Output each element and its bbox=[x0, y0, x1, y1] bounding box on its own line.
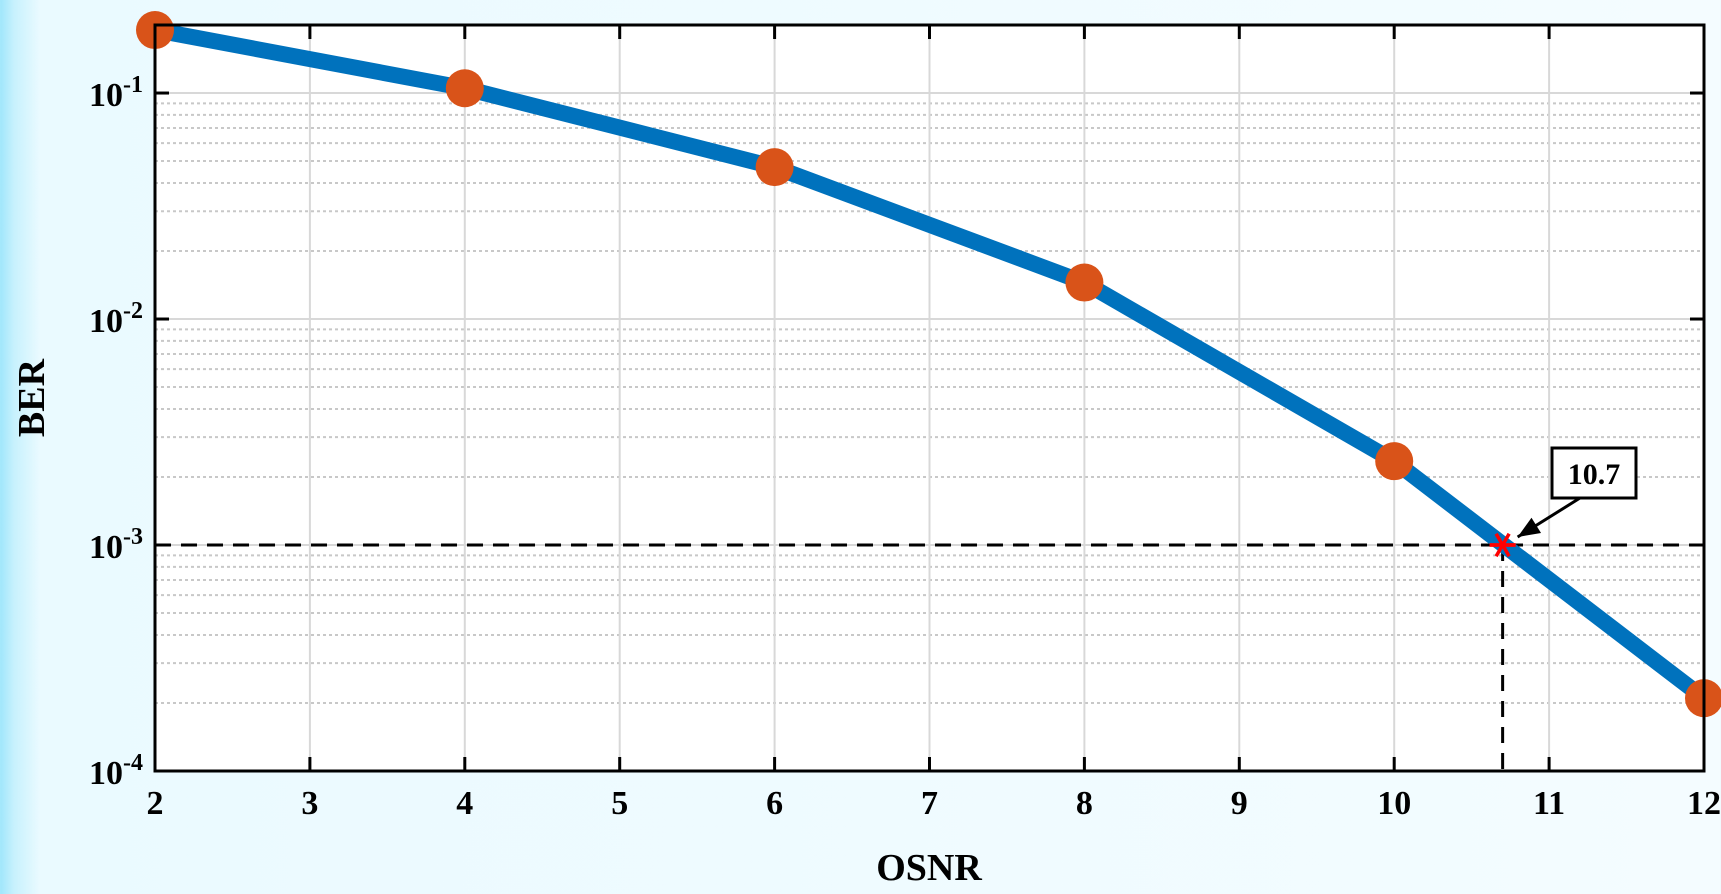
y-tick-exponent: -4 bbox=[123, 750, 143, 776]
x-tick-label: 4 bbox=[456, 785, 473, 822]
x-tick-label: 2 bbox=[147, 785, 164, 822]
x-tick-label: 5 bbox=[611, 785, 628, 822]
x-tick-label: 11 bbox=[1533, 785, 1565, 822]
y-tick-exponent: -3 bbox=[123, 524, 143, 550]
y-tick-base: 10 bbox=[89, 77, 123, 114]
y-tick-exponent: -1 bbox=[123, 72, 143, 98]
x-tick-label: 6 bbox=[766, 785, 783, 822]
y-tick-exponent: -2 bbox=[123, 298, 143, 324]
y-tick-base: 10 bbox=[89, 303, 123, 340]
x-tick-label: 12 bbox=[1687, 785, 1721, 822]
x-tick-label: 8 bbox=[1076, 785, 1093, 822]
callout-label: 10.7 bbox=[1568, 458, 1621, 491]
x-tick-label: 10 bbox=[1377, 785, 1411, 822]
y-tick-base: 10 bbox=[89, 529, 123, 566]
x-tick-label: 3 bbox=[301, 785, 318, 822]
x-tick-label: 9 bbox=[1231, 785, 1248, 822]
x-axis-title: OSNR bbox=[876, 847, 982, 889]
data-point-marker bbox=[1065, 264, 1103, 302]
data-point-marker bbox=[1375, 442, 1413, 480]
data-point-marker bbox=[756, 148, 794, 186]
data-point-marker bbox=[446, 69, 484, 107]
y-tick-base: 10 bbox=[89, 755, 123, 792]
y-axis-title: BER bbox=[11, 358, 53, 437]
x-tick-label: 7 bbox=[921, 785, 938, 822]
